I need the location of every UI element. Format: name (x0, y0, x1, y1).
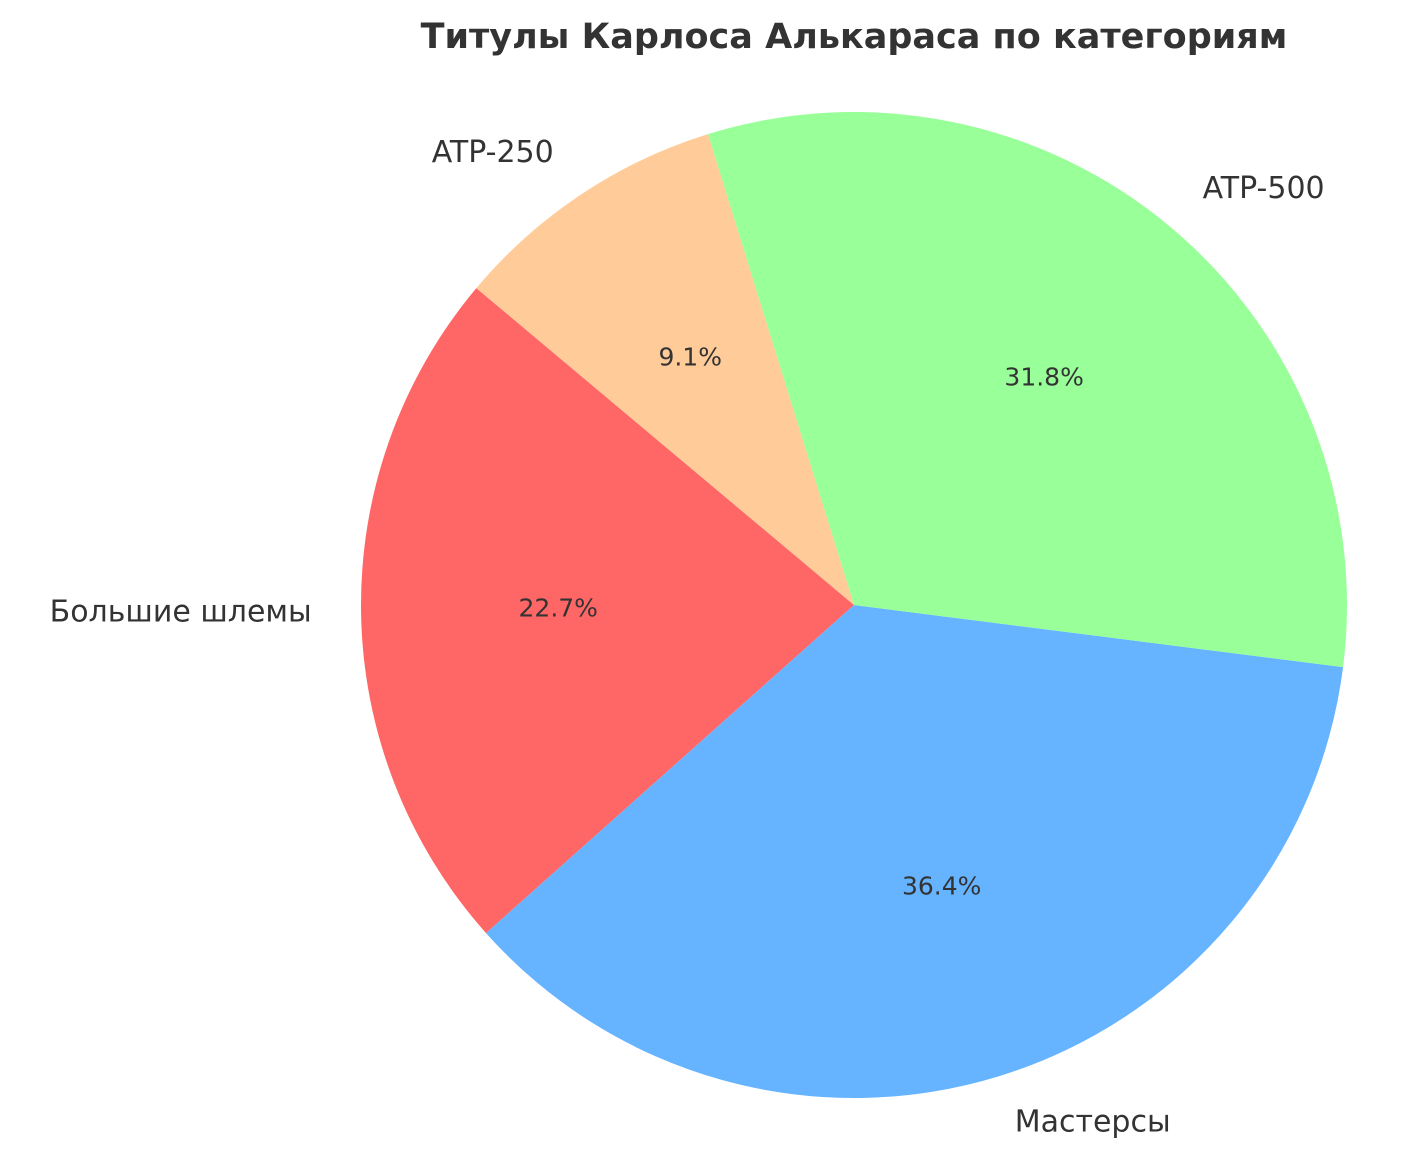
slice-label: Большие шлемы (50, 595, 312, 630)
slice-label: Мастерсы (1015, 1104, 1171, 1139)
pie-slice (486, 605, 1344, 1099)
value-label: 22.7% (519, 593, 598, 622)
value-label: 36.4% (902, 872, 981, 901)
chart-title: Титулы Карлоса Алькараса по категориям (421, 17, 1288, 57)
slice-label: ATP-500 (1203, 171, 1325, 206)
pie-slice (360, 288, 854, 934)
pie-slice (707, 111, 1347, 668)
value-label: 31.8% (1004, 362, 1083, 391)
slice-label: ATP-250 (432, 135, 554, 170)
pie-slice (476, 134, 854, 605)
value-label: 9.1% (658, 343, 722, 372)
